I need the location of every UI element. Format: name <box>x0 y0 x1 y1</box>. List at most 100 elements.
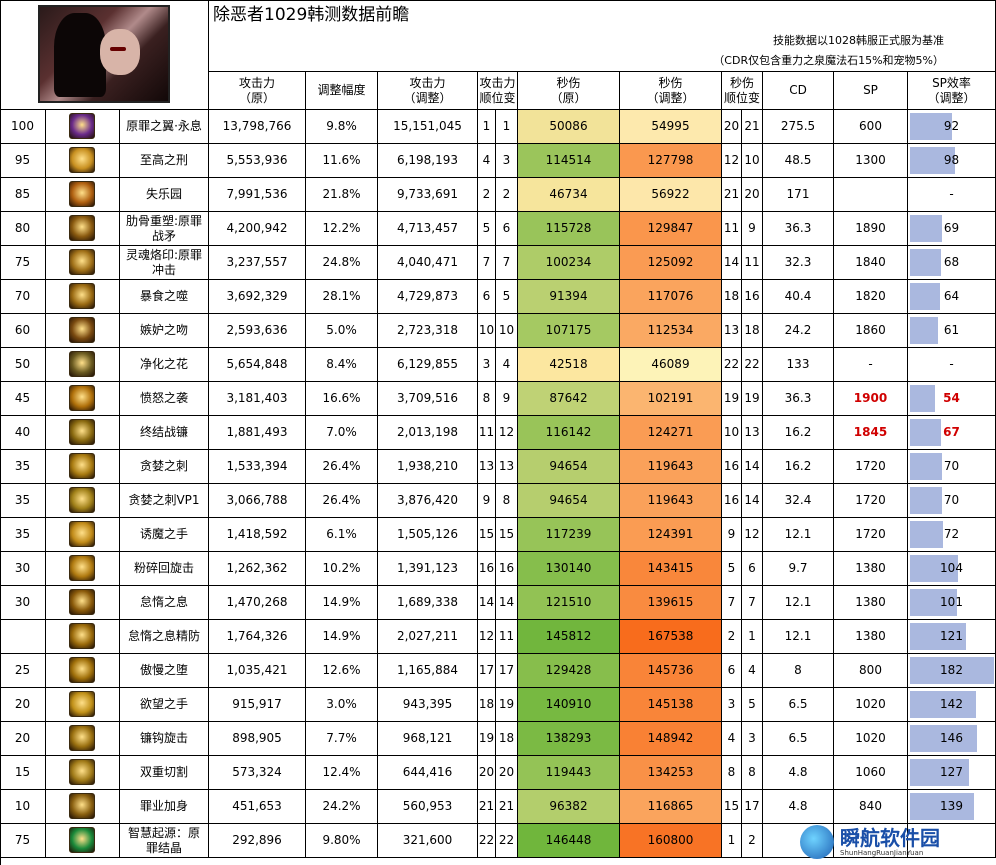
row-sp-eff: 69 <box>943 221 960 235</box>
row-adjust: 7.7% <box>306 722 378 756</box>
row-sp: 840 <box>834 790 908 824</box>
row-sp: 600 <box>834 110 908 144</box>
logo-icon <box>800 825 834 859</box>
row-level: 30 <box>0 586 46 620</box>
row-dps-rank-adj: 18 <box>742 314 763 348</box>
row-dps-adj: 124271 <box>620 416 722 450</box>
row-skill-name: 灵魂烙印:原罪冲击 <box>120 246 209 280</box>
row-dps-rank-adj: 10 <box>742 144 763 178</box>
sp-eff-bar <box>910 113 952 140</box>
row-atk-rank-orig: 17 <box>478 654 496 688</box>
row-atk-rank-orig: 9 <box>478 484 496 518</box>
row-dps-rank-orig: 3 <box>722 688 742 722</box>
row-dps-rank-adj: 20 <box>742 178 763 212</box>
row-adjust: 24.2% <box>306 790 378 824</box>
sloth-breath-icon <box>69 589 95 615</box>
sp-eff-bar <box>910 725 977 752</box>
row-dps-adj: 46089 <box>620 348 722 382</box>
row-atk-rank-adj: 7 <box>496 246 518 280</box>
hook-spin-icon <box>69 725 95 751</box>
row-skill-name: 欲望之手 <box>120 688 209 722</box>
row-atk-rank-adj: 12 <box>496 416 518 450</box>
row-icon-cell <box>46 552 120 586</box>
header-cd: CD <box>763 72 834 110</box>
row-atk-rank-orig: 14 <box>478 586 496 620</box>
row-atk-adj: 560,953 <box>378 790 478 824</box>
row-dps-orig: 117239 <box>518 518 620 552</box>
sp-eff-bar <box>910 147 955 174</box>
sp-eff-bar <box>910 657 994 684</box>
row-atk-rank-orig: 12 <box>478 620 496 654</box>
sp-eff-bar <box>910 793 974 820</box>
row-dps-rank-orig: 5 <box>722 552 742 586</box>
row-dps-orig: 119443 <box>518 756 620 790</box>
row-icon-cell <box>46 620 120 654</box>
row-dps-orig: 42518 <box>518 348 620 382</box>
row-sp: 1060 <box>834 756 908 790</box>
row-skill-name: 肋骨重塑:原罪战矛 <box>120 212 209 246</box>
row-atk-rank-orig: 16 <box>478 552 496 586</box>
row-sp <box>834 824 908 858</box>
row-sp-eff: 64 <box>943 289 960 303</box>
row-adjust: 9.80% <box>306 824 378 858</box>
row-dps-adj: 56922 <box>620 178 722 212</box>
row-dps-orig: 94654 <box>518 484 620 518</box>
row-dps-adj: 148942 <box>620 722 722 756</box>
row-atk-rank-adj: 16 <box>496 552 518 586</box>
row-atk-orig: 13,798,766 <box>209 110 306 144</box>
row-atk-rank-adj: 2 <box>496 178 518 212</box>
row-atk-rank-orig: 4 <box>478 144 496 178</box>
row-sp: - <box>834 348 908 382</box>
row-atk-rank-adj: 14 <box>496 586 518 620</box>
row-dps-rank-adj: 9 <box>742 212 763 246</box>
row-cd: 32.3 <box>763 246 834 280</box>
row-adjust: 14.9% <box>306 620 378 654</box>
row-icon-cell <box>46 756 120 790</box>
double-cut-icon <box>69 759 95 785</box>
row-atk-rank-adj: 8 <box>496 484 518 518</box>
row-atk-adj: 2,723,318 <box>378 314 478 348</box>
row-cd: 171 <box>763 178 834 212</box>
row-sp-eff-cell: 98 <box>908 144 996 178</box>
row-dps-rank-adj: 14 <box>742 484 763 518</box>
row-cd: 6.5 <box>763 722 834 756</box>
row-icon-cell <box>46 348 120 382</box>
row-atk-rank-adj: 4 <box>496 348 518 382</box>
row-dps-orig: 94654 <box>518 450 620 484</box>
row-dps-orig: 46734 <box>518 178 620 212</box>
row-atk-rank-adj: 19 <box>496 688 518 722</box>
row-skill-name: 贪婪之刺 <box>120 450 209 484</box>
row-dps-adj: 116865 <box>620 790 722 824</box>
row-sp: 1020 <box>834 722 908 756</box>
row-dps-adj: 127798 <box>620 144 722 178</box>
row-dps-orig: 96382 <box>518 790 620 824</box>
row-sp-eff-cell: 92 <box>908 110 996 144</box>
wisdom-origin-icon <box>69 827 95 853</box>
row-level: 75 <box>0 824 46 858</box>
row-dps-rank-orig: 19 <box>722 382 742 416</box>
row-skill-name: 终结战镰 <box>120 416 209 450</box>
row-level: 20 <box>0 722 46 756</box>
row-sp-eff-cell: 142 <box>908 688 996 722</box>
row-adjust: 12.2% <box>306 212 378 246</box>
row-dps-rank-orig: 8 <box>722 756 742 790</box>
row-sp: 1840 <box>834 246 908 280</box>
row-atk-rank-orig: 13 <box>478 450 496 484</box>
header-dps-adj: 秒伤 （调整） <box>620 72 722 110</box>
row-dps-rank-adj: 2 <box>742 824 763 858</box>
row-atk-orig: 898,905 <box>209 722 306 756</box>
row-skill-name: 嫉妒之吻 <box>120 314 209 348</box>
row-atk-adj: 6,198,193 <box>378 144 478 178</box>
original-sin-wings-icon <box>69 113 95 139</box>
row-dps-rank-adj: 5 <box>742 688 763 722</box>
row-icon-cell <box>46 824 120 858</box>
row-dps-adj: 119643 <box>620 484 722 518</box>
sp-eff-bar <box>910 385 935 412</box>
wrath-attack-icon <box>69 385 95 411</box>
row-skill-name: 傲慢之堕 <box>120 654 209 688</box>
row-atk-orig: 3,066,788 <box>209 484 306 518</box>
row-atk-adj: 4,713,457 <box>378 212 478 246</box>
row-dps-rank-adj: 3 <box>742 722 763 756</box>
row-sp-eff-cell: 101 <box>908 586 996 620</box>
